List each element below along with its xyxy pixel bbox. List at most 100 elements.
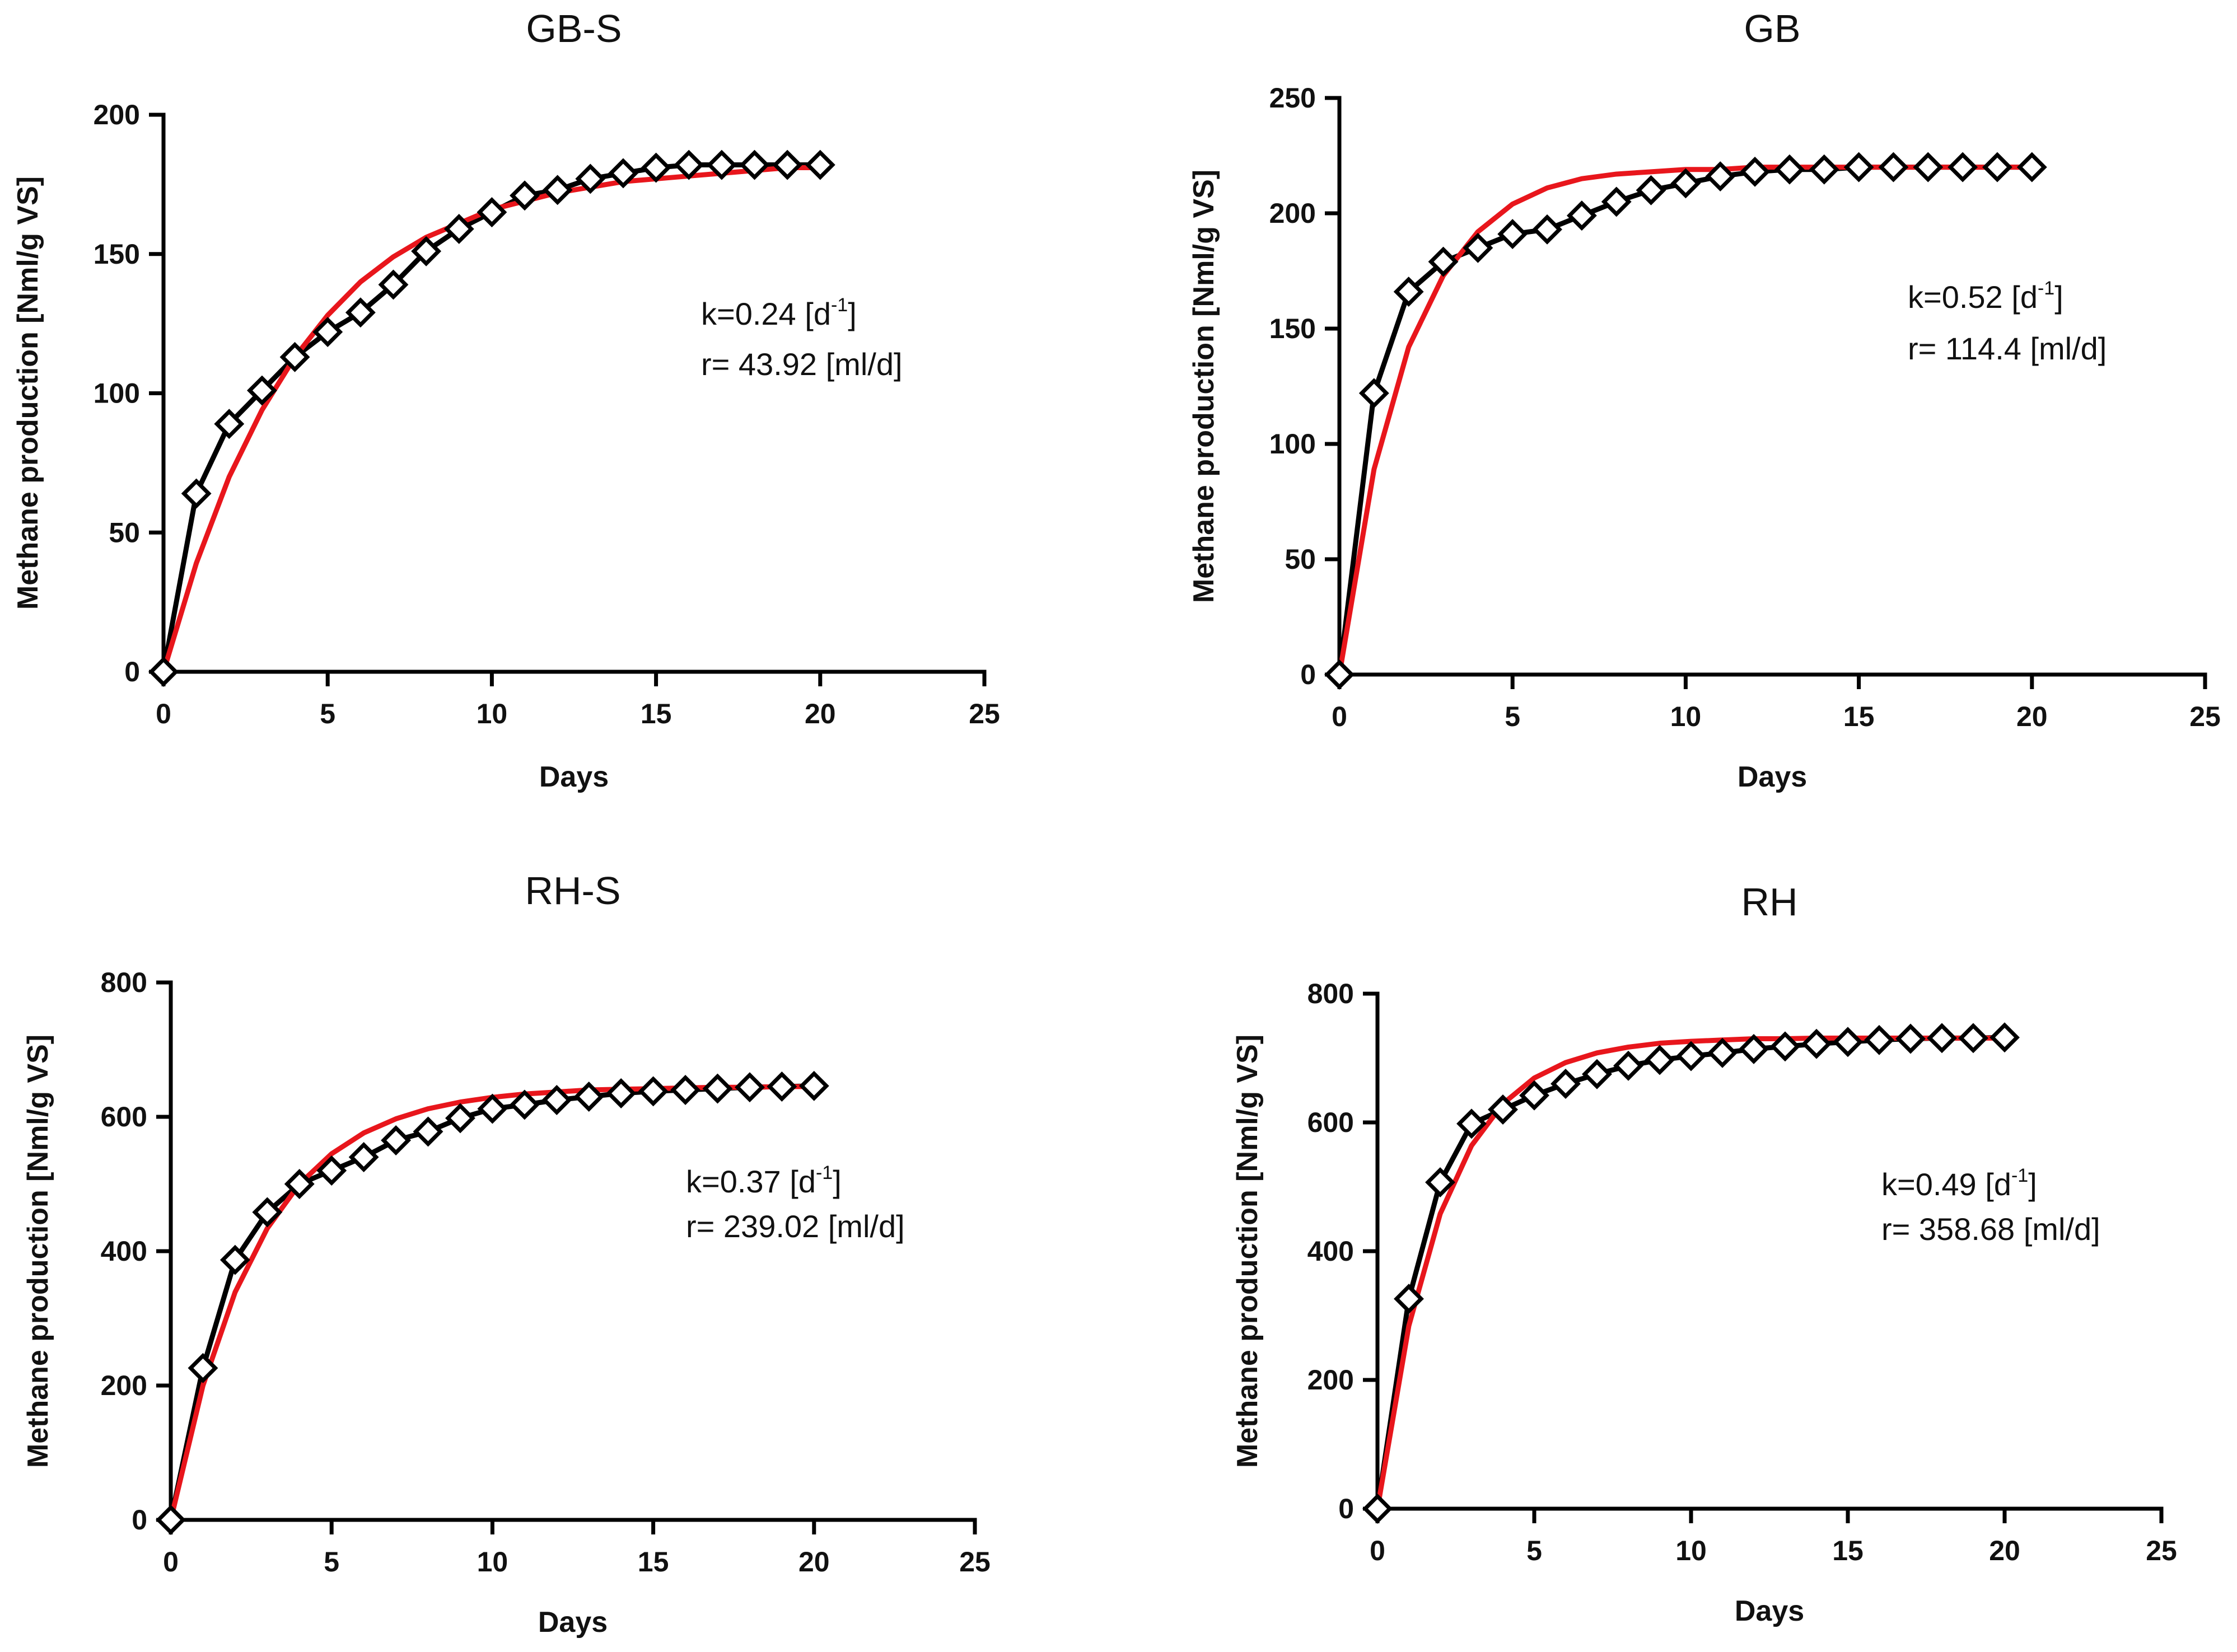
x-tick-label: 25 xyxy=(2146,1535,2177,1566)
y-tick-label: 200 xyxy=(1269,198,1316,229)
y-tick-label: 800 xyxy=(1307,978,1354,1009)
data-point-marker xyxy=(1676,1041,1706,1071)
data-point-marker xyxy=(772,149,803,180)
y-tick-label: 200 xyxy=(1307,1364,1354,1396)
data-point-marker xyxy=(252,1197,283,1228)
data-point-marker xyxy=(1497,219,1528,250)
x-tick-label: 0 xyxy=(163,1546,179,1578)
series-layer xyxy=(156,1070,829,1535)
data-point-marker xyxy=(1425,1167,1455,1197)
y-axis-label: Methane production [Nml/g VS] xyxy=(1231,1035,1264,1468)
x-axis-label: Days xyxy=(538,1606,608,1639)
data-point-marker xyxy=(1463,232,1493,263)
data-point-marker xyxy=(1878,152,1909,182)
annotation-k-prefix: k=0.24 [d xyxy=(701,296,831,331)
data-point-marker xyxy=(638,1076,669,1107)
series-layer xyxy=(1324,152,2047,690)
data-point-marker xyxy=(1519,1080,1549,1111)
data-point-marker xyxy=(214,409,245,439)
axes: 0 5 10 15 20 25 0 200 400 600 800 xyxy=(1307,978,2177,1566)
data-point-marker xyxy=(181,478,212,509)
y-tick-label: 0 xyxy=(1300,659,1316,690)
data-point-marker xyxy=(1948,152,1978,182)
axes: 0 5 10 15 20 25 0 50 100 150 200 xyxy=(94,99,1000,729)
x-tick-label: 10 xyxy=(1670,701,1702,732)
data-point-marker xyxy=(188,1353,218,1383)
annotation-k-exponent: -1 xyxy=(816,1162,833,1183)
data-point-marker xyxy=(1801,1028,1832,1059)
data-point-marker xyxy=(798,1070,829,1101)
data-point-marker xyxy=(348,1142,379,1172)
x-tick-label: 5 xyxy=(320,698,335,729)
data-point-marker xyxy=(1740,156,1771,187)
x-tick-label: 20 xyxy=(2016,701,2048,732)
annotation-k-prefix: k=0.52 [d xyxy=(1908,279,2038,315)
x-tick-label: 10 xyxy=(1675,1535,1707,1566)
annotation-k-suffix: ] xyxy=(848,296,857,331)
annotation-k-suffix: ] xyxy=(2028,1167,2037,1202)
data-point-marker xyxy=(1428,246,1459,277)
data-point-marker xyxy=(1566,200,1597,231)
data-point-marker xyxy=(1551,1069,1581,1099)
data-point-marker xyxy=(739,149,770,180)
series-line-measured xyxy=(1375,1035,2005,1509)
x-tick-label: 0 xyxy=(156,698,171,729)
data-point-marker xyxy=(381,1125,412,1155)
x-axis-label: Days xyxy=(1735,1595,1804,1627)
x-tick-label: 15 xyxy=(641,698,672,729)
axes: 0 5 10 15 20 25 0 200 400 600 800 xyxy=(101,967,991,1578)
data-point-marker xyxy=(1833,1027,1863,1057)
chart-title: RH xyxy=(1741,880,1797,924)
y-axis-label: Methane production [Nml/g VS] xyxy=(1188,170,1220,603)
y-tick-label: 400 xyxy=(1307,1236,1354,1267)
data-point-marker xyxy=(734,1072,765,1103)
data-point-marker xyxy=(1895,1023,1926,1054)
data-point-marker xyxy=(1982,152,2012,182)
chart-panel-rh-s: RH-S 0 5 10 15 20 25 0 200 400 600 800 Days Methan… xyxy=(22,869,991,1639)
y-tick-label: 400 xyxy=(101,1236,147,1267)
series-line-fit xyxy=(168,1084,814,1521)
data-point-marker xyxy=(1456,1108,1487,1139)
series-line-measured xyxy=(168,1083,814,1520)
x-tick-label: 15 xyxy=(638,1546,669,1578)
data-point-marker xyxy=(1636,175,1666,205)
annotation-r: r= 239.02 [ml/d] xyxy=(686,1209,905,1244)
data-point-marker xyxy=(575,163,606,194)
annotation-k-suffix: ] xyxy=(833,1164,842,1199)
data-point-marker xyxy=(378,269,409,300)
x-tick-label: 5 xyxy=(1505,701,1520,732)
data-point-marker xyxy=(279,341,310,372)
annotation-k: k=0.52 [d-1] xyxy=(1908,278,2063,315)
x-tick-label: 20 xyxy=(1989,1535,2020,1566)
annotation-k: k=0.49 [d-1] xyxy=(1881,1165,2037,1202)
data-point-marker xyxy=(1707,1037,1738,1068)
data-point-marker xyxy=(1358,378,1389,409)
data-point-marker xyxy=(1739,1033,1769,1064)
annotation-r: r= 114.4 [ml/d] xyxy=(1908,331,2107,366)
annotation-k-prefix: k=0.49 [d xyxy=(1881,1167,2011,1202)
x-tick-label: 25 xyxy=(2189,701,2221,732)
series-line-fit xyxy=(1337,165,2032,675)
data-point-marker xyxy=(1705,161,1736,192)
data-point-marker xyxy=(1958,1023,1988,1054)
data-point-marker xyxy=(1770,1031,1800,1062)
x-tick-label: 10 xyxy=(477,698,508,729)
data-point-marker xyxy=(1532,214,1562,245)
data-point-marker xyxy=(1393,277,1424,307)
data-point-marker xyxy=(805,149,835,180)
x-tick-label: 10 xyxy=(477,1546,508,1578)
x-tick-label: 5 xyxy=(1526,1535,1542,1566)
x-tick-label: 20 xyxy=(798,1546,830,1578)
x-tick-label: 5 xyxy=(324,1546,339,1578)
y-tick-label: 150 xyxy=(94,238,140,270)
y-tick-label: 0 xyxy=(124,656,140,687)
data-point-marker xyxy=(608,158,638,189)
chart-title: GB-S xyxy=(526,7,622,50)
data-point-marker xyxy=(702,1073,733,1104)
series-layer xyxy=(148,149,835,687)
annotation-k: k=0.37 [d-1] xyxy=(686,1162,842,1199)
y-tick-label: 50 xyxy=(109,517,140,548)
